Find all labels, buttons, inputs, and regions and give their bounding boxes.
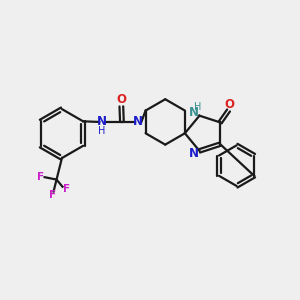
Text: F: F: [38, 172, 45, 182]
Text: F: F: [50, 190, 56, 200]
Text: N: N: [188, 147, 199, 161]
Text: O: O: [116, 93, 126, 106]
Text: N: N: [188, 106, 199, 118]
Text: H: H: [98, 126, 105, 136]
Text: O: O: [224, 98, 234, 111]
Text: N: N: [134, 116, 143, 128]
Text: N: N: [97, 116, 106, 128]
Text: F: F: [62, 184, 70, 194]
Text: H: H: [194, 102, 201, 112]
